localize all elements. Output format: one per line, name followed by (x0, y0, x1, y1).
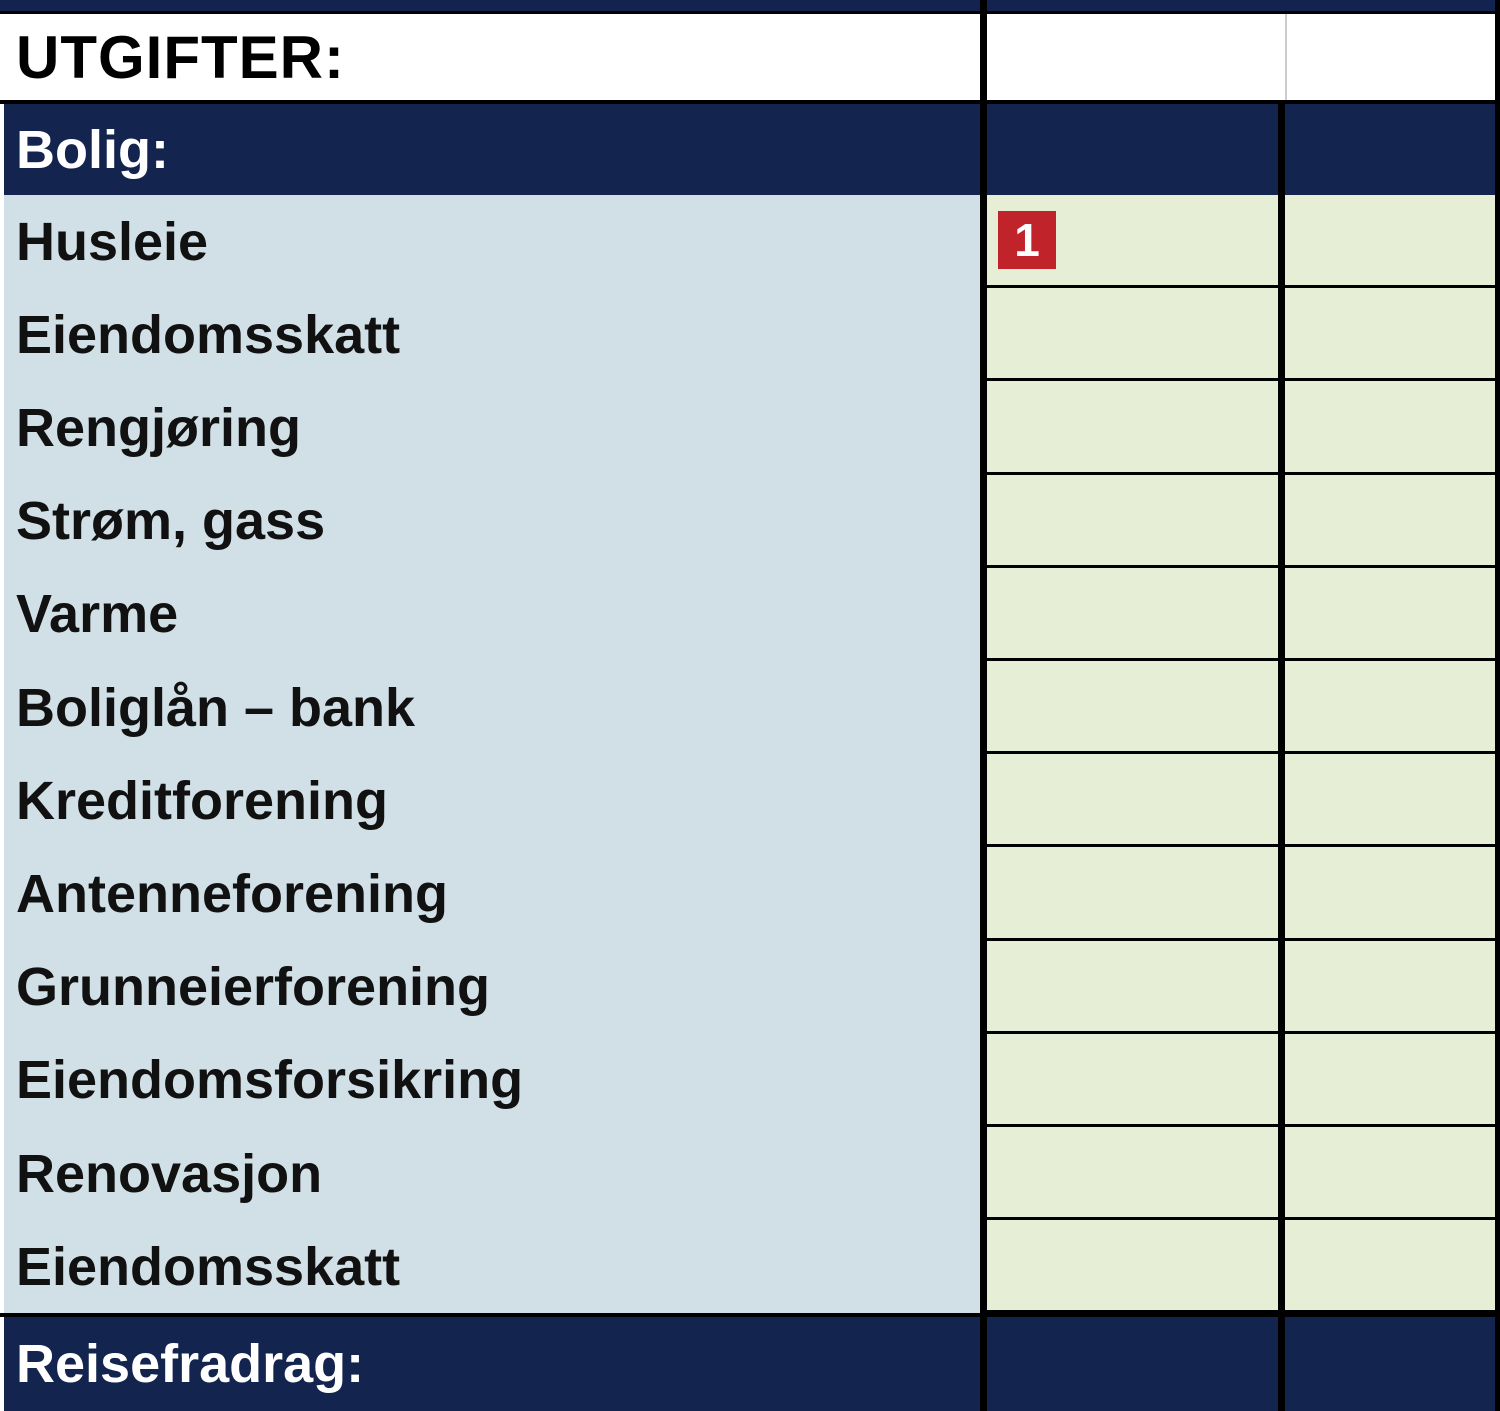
amount-cell-col3[interactable] (1285, 847, 1495, 941)
table-row: Antenneforening (0, 847, 1500, 941)
row-label[interactable]: Varme (4, 567, 980, 661)
table-row: Strøm, gass (0, 474, 1500, 568)
section-label[interactable]: Bolig: (4, 104, 980, 195)
row-label[interactable]: Boliglån – bank (4, 661, 980, 755)
row-border (987, 1030, 1500, 1036)
column-border (1278, 100, 1285, 1411)
amount-cell-col3[interactable] (1285, 474, 1495, 568)
amount-cell-col2[interactable] (987, 1033, 1278, 1127)
table-row: Eiendomsforsikring (0, 1033, 1500, 1127)
section-label[interactable]: Reisefradrag: (4, 1317, 980, 1411)
amount-cell-col3[interactable] (1285, 567, 1495, 661)
row-label[interactable]: Antenneforening (4, 847, 980, 941)
section-cell-col2[interactable] (987, 1317, 1278, 1411)
amount-cell-col3[interactable] (1285, 661, 1495, 755)
row-border (987, 1310, 1500, 1316)
row-label[interactable]: Kreditforening (4, 754, 980, 848)
row-border (987, 844, 1500, 850)
table-row: Eiendomsskatt (0, 288, 1500, 382)
amount-cell-col2[interactable] (987, 940, 1278, 1034)
amount-cell-col2[interactable] (987, 661, 1278, 755)
table-row: Kreditforening (0, 754, 1500, 848)
row-border (987, 285, 1500, 291)
section-cell-col2[interactable] (987, 104, 1278, 195)
row-border (987, 378, 1500, 384)
amount-cell-col2[interactable] (987, 754, 1278, 848)
comment-badge[interactable]: 1 (998, 211, 1056, 269)
row-label[interactable]: Rengjøring (4, 381, 980, 475)
title-cell[interactable]: UTGIFTER: (4, 14, 980, 100)
row-label[interactable]: Eiendomsskatt (4, 288, 980, 382)
amount-cell-col3[interactable] (1285, 1220, 1495, 1314)
section-row-bolig: Bolig: (0, 100, 1500, 195)
section-cell-col3[interactable] (1285, 104, 1495, 195)
title-cell-col2[interactable] (987, 14, 1278, 100)
amount-cell-col3[interactable] (1285, 195, 1495, 289)
row-border (987, 471, 1500, 477)
row-border (987, 1124, 1500, 1129)
amount-cell-col3[interactable] (1285, 1033, 1495, 1127)
title-cell-col3[interactable] (1285, 14, 1497, 100)
table-row: Varme (0, 567, 1500, 661)
amount-cell-col2[interactable] (987, 1220, 1278, 1314)
row-border (987, 1217, 1500, 1223)
amount-cell-col3[interactable] (1285, 940, 1495, 1034)
amount-cell-col2[interactable] (987, 1127, 1278, 1221)
table-row: Renovasjon (0, 1127, 1500, 1221)
amount-cell-col2[interactable] (987, 288, 1278, 382)
row-label[interactable]: Eiendomsforsikring (4, 1033, 980, 1127)
amount-cell-col2[interactable] (987, 381, 1278, 475)
amount-cell-col3[interactable] (1285, 288, 1495, 382)
row-border (987, 937, 1500, 943)
amount-cell-col3[interactable] (1285, 381, 1495, 475)
row-label[interactable]: Grunneierforening (4, 940, 980, 1034)
amount-cell-col2[interactable] (987, 567, 1278, 661)
top-border (0, 0, 1500, 14)
column-border (1495, 0, 1500, 1411)
row-label[interactable]: Husleie (4, 195, 980, 289)
column-border (980, 0, 987, 1411)
table-row: Rengjøring (0, 381, 1500, 475)
title-row: UTGIFTER: (0, 14, 1500, 100)
amount-cell-col2[interactable] (987, 474, 1278, 568)
row-label[interactable]: Renovasjon (4, 1127, 980, 1221)
section-row-reisefradrag: Reisefradrag: (0, 1313, 1500, 1411)
amount-cell-col2[interactable] (987, 847, 1278, 941)
row-label[interactable]: Strøm, gass (4, 474, 980, 568)
row-border (987, 658, 1500, 663)
amount-cell-col3[interactable] (1285, 754, 1495, 848)
amount-cell-col3[interactable] (1285, 1127, 1495, 1221)
section-cell-col3[interactable] (1285, 1317, 1495, 1411)
table-row: Husleie (0, 195, 1500, 289)
row-border (987, 751, 1500, 757)
table-row: Grunneierforening (0, 940, 1500, 1034)
table-row: Boliglån – bank (0, 661, 1500, 755)
row-border (987, 564, 1500, 570)
row-label[interactable]: Eiendomsskatt (4, 1220, 980, 1314)
table-row: Eiendomsskatt (0, 1220, 1500, 1314)
